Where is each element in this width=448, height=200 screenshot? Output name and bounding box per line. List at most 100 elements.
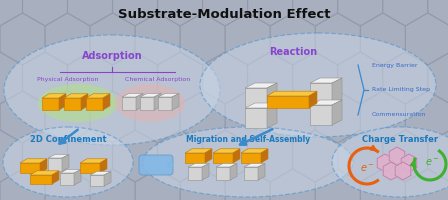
Polygon shape xyxy=(135,13,180,65)
Polygon shape xyxy=(68,130,112,182)
Polygon shape xyxy=(20,163,40,173)
Text: Rate Limiting Step: Rate Limiting Step xyxy=(372,88,430,92)
Polygon shape xyxy=(383,162,399,180)
Polygon shape xyxy=(248,52,293,104)
Polygon shape xyxy=(267,83,277,108)
Ellipse shape xyxy=(3,127,133,197)
Polygon shape xyxy=(225,13,270,65)
Polygon shape xyxy=(332,78,342,105)
Polygon shape xyxy=(360,13,405,65)
Polygon shape xyxy=(310,105,332,125)
Polygon shape xyxy=(185,153,205,163)
Ellipse shape xyxy=(115,84,185,122)
Polygon shape xyxy=(172,94,179,110)
Polygon shape xyxy=(395,162,411,180)
Polygon shape xyxy=(30,171,59,175)
Polygon shape xyxy=(90,91,135,143)
Polygon shape xyxy=(60,170,81,173)
Polygon shape xyxy=(0,169,45,200)
Polygon shape xyxy=(202,130,248,182)
Polygon shape xyxy=(52,171,59,184)
Polygon shape xyxy=(205,149,212,163)
Polygon shape xyxy=(154,94,161,110)
Polygon shape xyxy=(360,169,405,200)
Ellipse shape xyxy=(38,84,118,122)
Polygon shape xyxy=(188,164,209,167)
Text: $e^-$: $e^-$ xyxy=(425,156,439,168)
Polygon shape xyxy=(202,52,248,104)
Polygon shape xyxy=(245,108,267,128)
Polygon shape xyxy=(90,13,135,65)
Polygon shape xyxy=(383,130,428,182)
Polygon shape xyxy=(216,164,237,167)
Polygon shape xyxy=(40,159,47,173)
Polygon shape xyxy=(188,167,202,180)
Polygon shape xyxy=(310,100,342,105)
Text: Reaction: Reaction xyxy=(269,47,317,57)
Polygon shape xyxy=(202,0,248,26)
Polygon shape xyxy=(180,13,225,65)
Polygon shape xyxy=(338,52,383,104)
Polygon shape xyxy=(0,91,45,143)
Polygon shape xyxy=(383,52,428,104)
Polygon shape xyxy=(383,0,428,26)
Polygon shape xyxy=(405,91,448,143)
Text: Commensuration: Commensuration xyxy=(372,112,426,117)
Text: Physical Adsorption: Physical Adsorption xyxy=(37,77,99,82)
Polygon shape xyxy=(48,158,62,171)
Polygon shape xyxy=(90,171,111,175)
Polygon shape xyxy=(59,94,66,110)
Polygon shape xyxy=(42,94,66,98)
Ellipse shape xyxy=(4,35,220,145)
Polygon shape xyxy=(158,130,202,182)
Polygon shape xyxy=(158,52,202,104)
Text: Energy Barrier: Energy Barrier xyxy=(372,62,418,68)
Polygon shape xyxy=(405,169,448,200)
Polygon shape xyxy=(389,147,405,165)
Polygon shape xyxy=(103,94,110,110)
Polygon shape xyxy=(270,169,315,200)
Polygon shape xyxy=(241,149,268,153)
Polygon shape xyxy=(158,94,179,97)
Text: Substrate-Modulation Effect: Substrate-Modulation Effect xyxy=(118,8,330,21)
Polygon shape xyxy=(45,13,90,65)
Polygon shape xyxy=(332,100,342,125)
Polygon shape xyxy=(68,0,112,26)
Polygon shape xyxy=(233,149,240,163)
Polygon shape xyxy=(315,13,360,65)
Polygon shape xyxy=(20,159,47,163)
Polygon shape xyxy=(140,97,154,110)
Polygon shape xyxy=(309,91,317,108)
Ellipse shape xyxy=(332,127,448,197)
Polygon shape xyxy=(45,91,90,143)
Polygon shape xyxy=(180,91,225,143)
Text: Migration and Self-Assembly: Migration and Self-Assembly xyxy=(186,136,310,144)
Polygon shape xyxy=(80,163,100,173)
Polygon shape xyxy=(293,52,338,104)
Polygon shape xyxy=(62,154,69,171)
Polygon shape xyxy=(377,154,393,172)
Polygon shape xyxy=(213,153,233,163)
Polygon shape xyxy=(267,103,277,128)
Polygon shape xyxy=(244,164,265,167)
Polygon shape xyxy=(60,173,74,185)
Polygon shape xyxy=(405,13,448,65)
Polygon shape xyxy=(225,91,270,143)
Polygon shape xyxy=(0,52,22,104)
Polygon shape xyxy=(225,169,270,200)
Polygon shape xyxy=(293,0,338,26)
Text: Chemical Adsorption: Chemical Adsorption xyxy=(125,77,191,82)
Polygon shape xyxy=(42,98,59,110)
Text: Adsorption: Adsorption xyxy=(82,51,142,61)
Polygon shape xyxy=(112,52,158,104)
Polygon shape xyxy=(428,52,448,104)
Polygon shape xyxy=(122,97,136,110)
Text: Charge Transfer: Charge Transfer xyxy=(362,136,438,144)
Polygon shape xyxy=(248,130,293,182)
Polygon shape xyxy=(30,175,52,184)
Polygon shape xyxy=(401,154,417,172)
Polygon shape xyxy=(22,0,68,26)
Polygon shape xyxy=(86,98,103,110)
Polygon shape xyxy=(244,167,258,180)
Polygon shape xyxy=(0,0,22,26)
